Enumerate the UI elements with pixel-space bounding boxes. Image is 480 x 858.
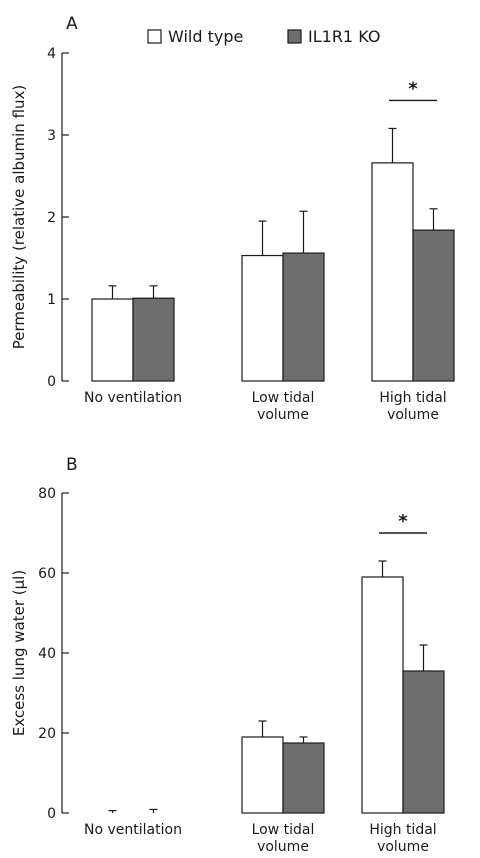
y-tick-label: 1 (47, 292, 56, 308)
y-tick-label: 2 (47, 210, 56, 226)
y-tick-label: 20 (38, 726, 56, 742)
x-category-label-line: volume (377, 839, 429, 855)
x-category-label: Low tidal volume (252, 390, 315, 423)
x-category-label-line: High tidal (379, 390, 446, 406)
bar-il1r1-ko (282, 742, 325, 814)
significance-marker: * (398, 511, 408, 532)
x-category-label-line: Low tidal (252, 822, 315, 838)
x-category-label: High tidal volume (379, 390, 446, 423)
x-category-label: No ventilation (84, 822, 182, 838)
bar-wild-type (91, 298, 134, 382)
y-tick-label: 40 (38, 646, 56, 662)
bar-il1r1-ko (132, 297, 175, 382)
x-category-label: No ventilation (84, 390, 182, 406)
y-axis-label: Excess lung water (µl) (10, 570, 28, 736)
bar-wild-type (241, 254, 284, 382)
bar-il1r1-ko (402, 670, 445, 814)
bar-il1r1-ko (412, 229, 455, 382)
significance-marker: * (408, 78, 418, 99)
x-category-label-line: No ventilation (84, 822, 182, 838)
legend-label-1: Wild type (168, 27, 243, 46)
legend-swatch-2 (287, 29, 302, 44)
x-category-label-line: High tidal (369, 822, 436, 838)
x-category-label-line: volume (257, 839, 309, 855)
x-category-label-line: Low tidal (252, 390, 315, 406)
legend-label-2: IL1R1 KO (308, 27, 380, 46)
y-tick-label: 60 (38, 566, 56, 582)
x-category-label-line: volume (257, 407, 309, 423)
bar-il1r1-ko (282, 252, 325, 382)
panel-label: B (66, 455, 78, 475)
bar-wild-type (241, 736, 284, 814)
x-category-label-line: No ventilation (84, 390, 182, 406)
chart-panel-a: A 0 1 2 3 4 Permeability (relative albumin flu… (10, 14, 455, 423)
y-tick-label: 3 (47, 128, 56, 144)
y-tick-label: 80 (38, 486, 56, 502)
panel-label: A (66, 14, 78, 34)
bar-wild-type (371, 162, 414, 382)
chart-panel-b: B 0 20 40 60 80 Excess lung water (µl) No venti… (10, 455, 445, 855)
y-tick-label: 4 (47, 46, 56, 62)
bar-wild-type (361, 576, 404, 814)
x-category-label-line: volume (387, 407, 439, 423)
legend: Wild type IL1R1 KO (147, 27, 380, 46)
y-tick-label: 0 (47, 374, 56, 390)
x-category-label: Low tidal volume (252, 822, 315, 855)
legend-swatch-1 (147, 29, 162, 44)
x-category-label: High tidal volume (369, 822, 436, 855)
y-tick-label: 0 (47, 806, 56, 822)
y-axis-label: Permeability (relative albumin flux) (10, 85, 28, 350)
